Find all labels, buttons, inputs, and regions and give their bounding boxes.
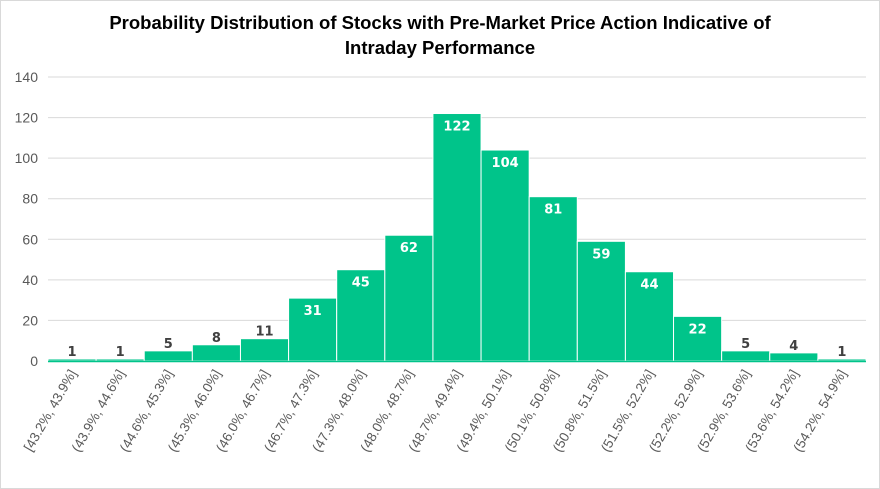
data-label: 44	[640, 278, 658, 293]
y-tick-label: 140	[15, 69, 39, 85]
data-label: 59	[592, 247, 610, 262]
data-label: 81	[544, 203, 562, 218]
bar	[769, 352, 819, 362]
data-label: 22	[689, 322, 707, 337]
y-tick-label: 0	[30, 353, 38, 369]
data-label: 45	[352, 276, 370, 291]
y-tick-label: 120	[15, 110, 39, 126]
bar	[673, 315, 723, 362]
bar	[576, 240, 626, 362]
y-tick-label: 40	[22, 272, 38, 288]
bar	[143, 350, 193, 362]
y-tick-label: 100	[15, 150, 39, 166]
bar	[432, 113, 482, 362]
x-tick-label: (54.2%, 54.9%]	[790, 367, 849, 454]
bar	[528, 196, 578, 362]
bars	[47, 113, 867, 362]
data-label: 1	[68, 345, 77, 360]
data-label: 1	[837, 345, 846, 360]
chart-title: Probability Distribution of Stocks with …	[0, 10, 880, 60]
data-label: 5	[164, 337, 173, 352]
y-tick-label: 80	[22, 191, 38, 207]
bar	[336, 269, 386, 362]
x-axis-ticks: [43.2%, 43.9%](43.9%, 44.6%](44.6%, 45.3…	[21, 367, 850, 454]
data-label: 62	[400, 241, 418, 256]
y-tick-label: 60	[22, 231, 38, 247]
data-label: 104	[492, 156, 519, 171]
bar	[191, 344, 241, 362]
data-label: 1	[116, 345, 125, 360]
x-tick-label: [43.2%, 43.9%]	[21, 367, 80, 454]
data-label: 4	[789, 339, 798, 354]
bar	[721, 350, 771, 362]
chart-title-line-2: Intraday Performance	[344, 37, 536, 58]
bar	[239, 338, 290, 362]
y-axis-ticks: 0 20 40 60 80 100 120 140	[15, 69, 39, 369]
data-label: 122	[443, 120, 470, 135]
bar	[480, 149, 530, 362]
chart-title-line-1: Probability Distribution of Stocks with …	[109, 12, 771, 33]
data-label: 11	[255, 325, 273, 340]
data-label: 31	[304, 304, 322, 319]
bar	[384, 234, 434, 362]
y-tick-label: 20	[22, 312, 38, 328]
data-label: 5	[741, 337, 750, 352]
data-label: 8	[212, 331, 221, 346]
